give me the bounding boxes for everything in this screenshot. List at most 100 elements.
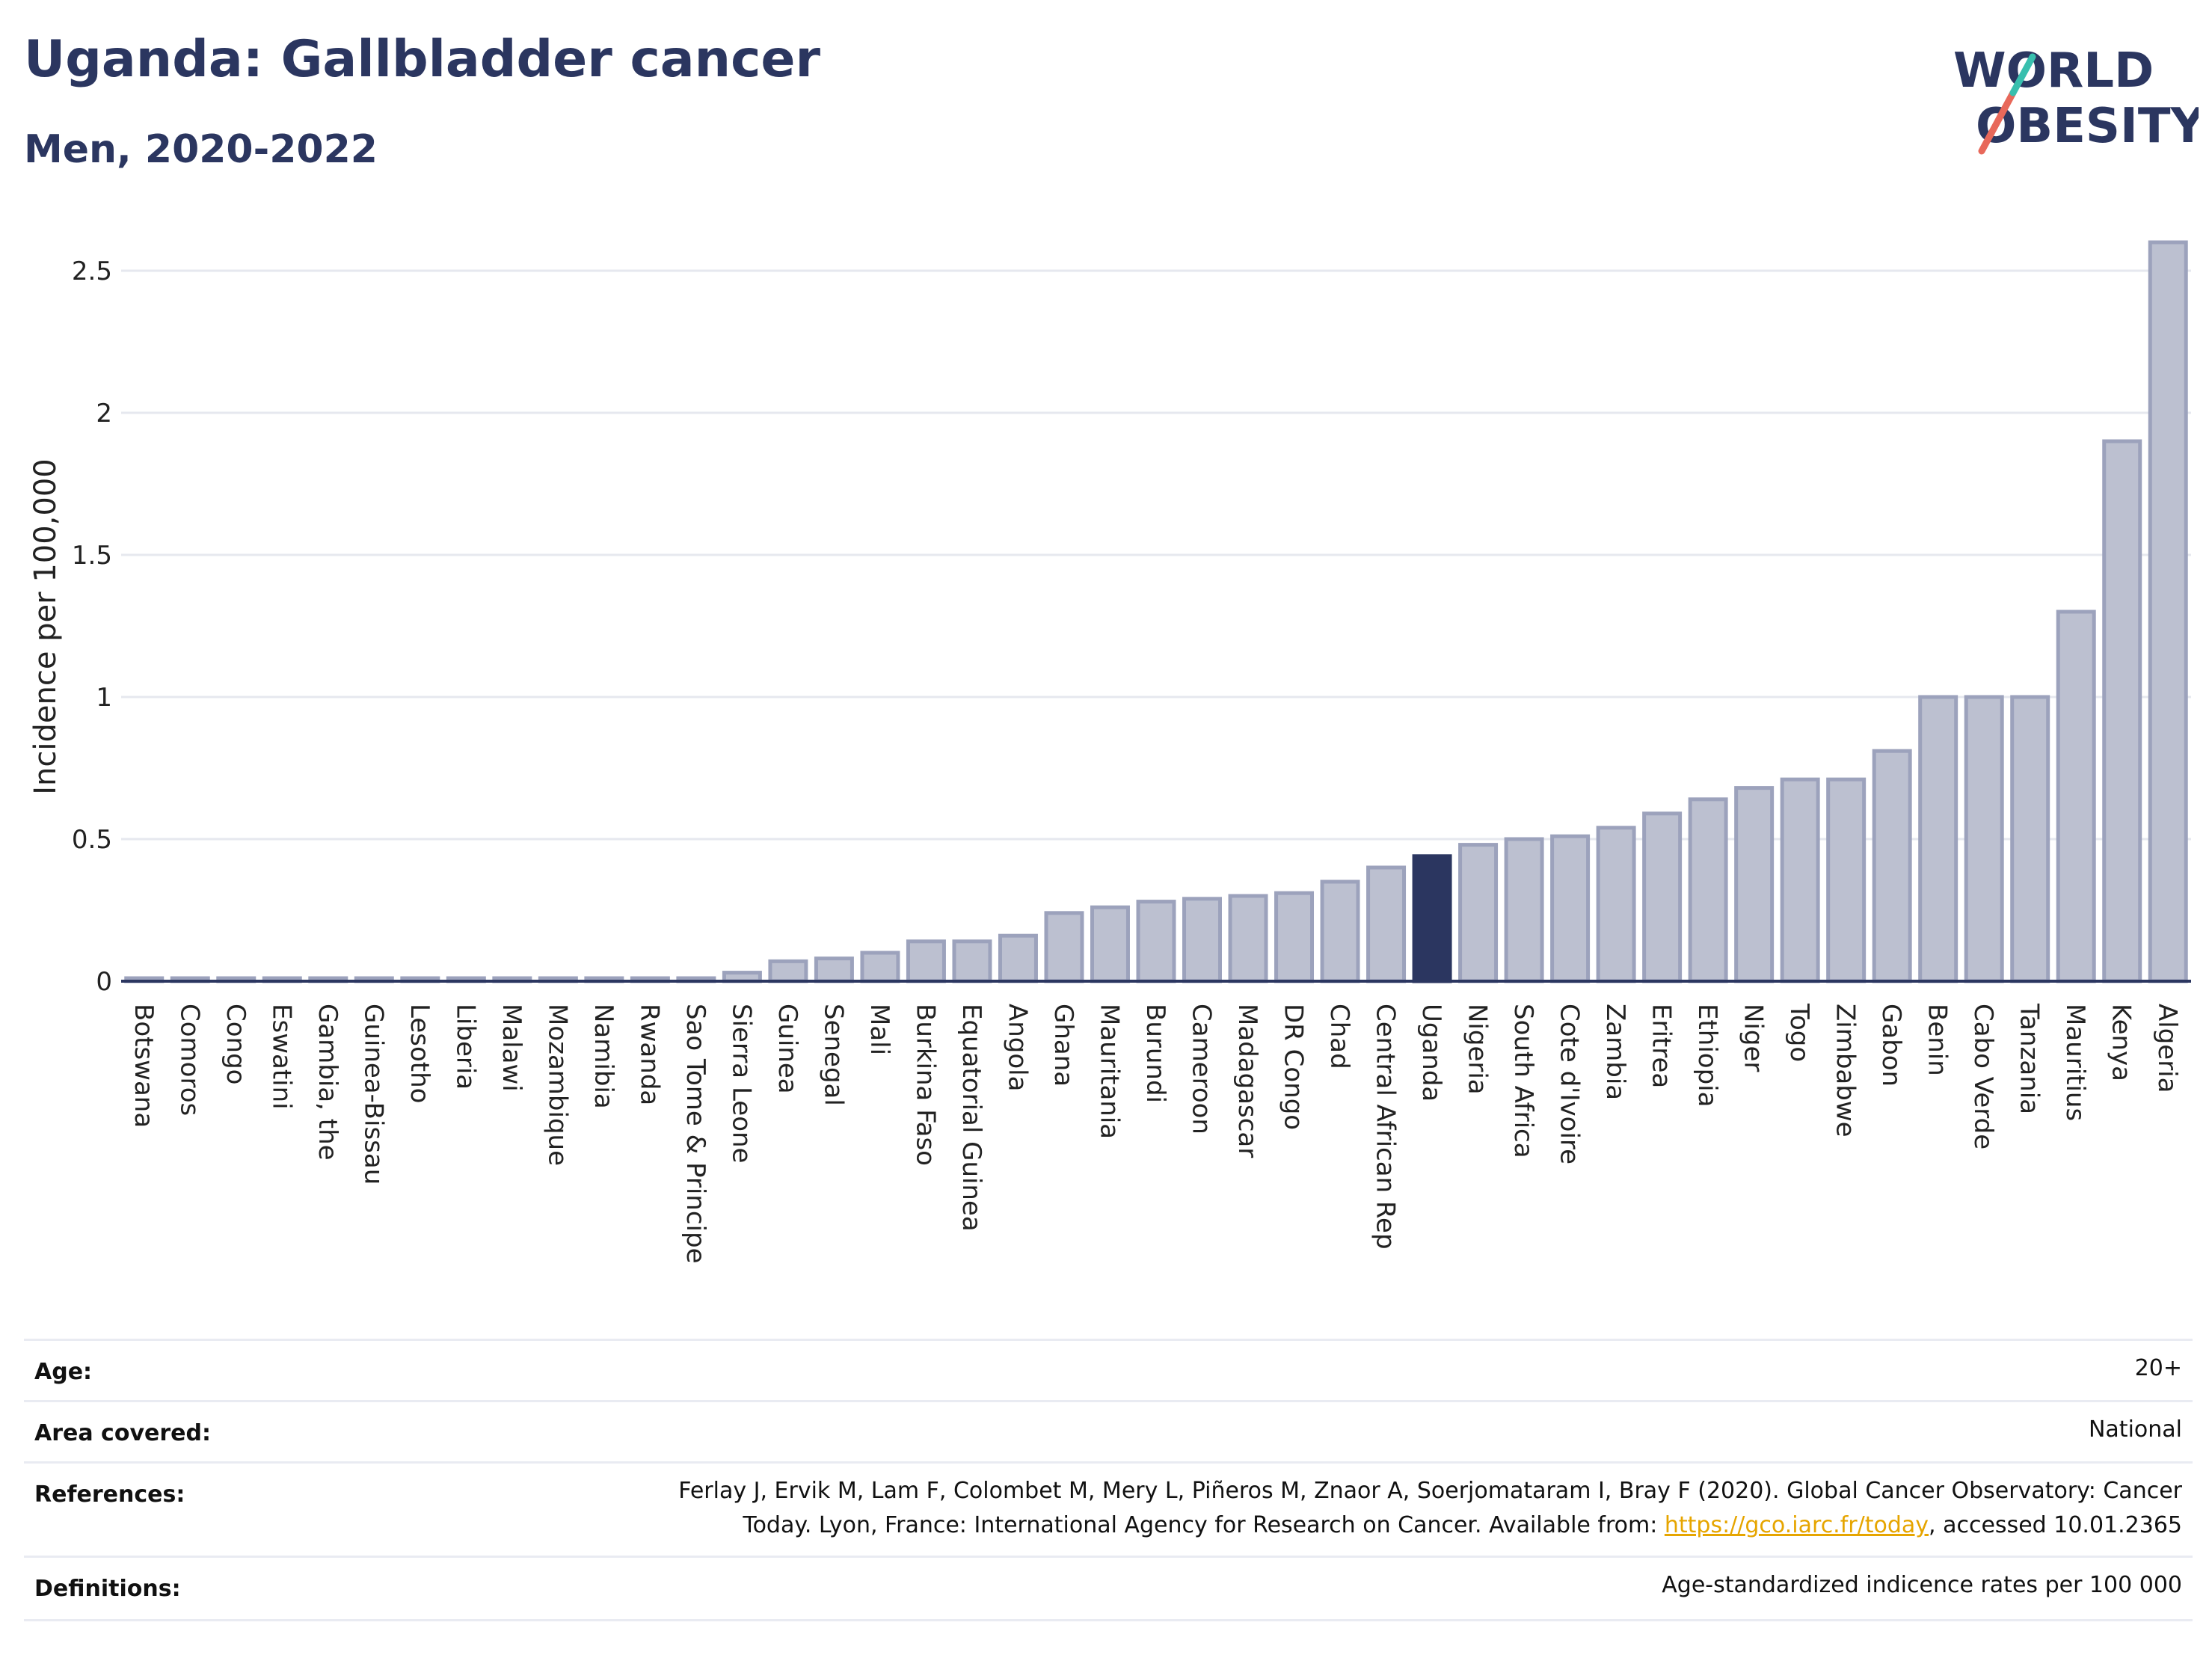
- bar-togo: [1780, 777, 1820, 983]
- x-tick-label: DR Congo: [1279, 1004, 1309, 1130]
- references-link[interactable]: https://gco.iarc.fr/today: [1664, 1512, 1929, 1538]
- x-tick-label: Angola: [1002, 1004, 1032, 1091]
- bar-cameroon: [1182, 897, 1223, 983]
- x-tick-label: Niger: [1739, 1004, 1769, 1072]
- x-tick-label: Cote d'Ivoire: [1555, 1004, 1585, 1164]
- x-tick-label: Mauritania: [1094, 1004, 1124, 1139]
- x-tick-label: Congo: [221, 1004, 251, 1084]
- x-tick-label: Tanzania: [2015, 1003, 2044, 1114]
- bar-mauritius: [2056, 610, 2096, 983]
- x-tick-label: Cabo Verde: [1968, 1004, 1998, 1149]
- bar-chart: 0 0.5 1 1.5 2 2.5 Botswana Comoros Congo Eswatin…: [28, 240, 2191, 1264]
- x-tick-label: Gambia, the: [313, 1004, 342, 1161]
- bar-chad: [1320, 879, 1360, 983]
- x-tick-label: Mozambique: [542, 1004, 572, 1166]
- x-tick-label: Uganda: [1416, 1004, 1446, 1102]
- bar-eritrea: [1642, 811, 1683, 983]
- references-label: References:: [34, 1481, 185, 1508]
- area-label: Area covered:: [34, 1420, 211, 1446]
- x-tick-label: Malawi: [497, 1004, 526, 1092]
- bar-senegal: [814, 957, 854, 983]
- y-axis-label: Incidence per 100,000: [28, 458, 63, 795]
- x-tick-label: Eswatini: [266, 1004, 296, 1110]
- x-tick-label: Ghana: [1048, 1004, 1078, 1087]
- bar-zimbabwe: [1826, 777, 1867, 983]
- meta-row-references: References: Ferlay J, Ervik M, Lam F, Co…: [24, 1461, 2193, 1556]
- world-obesity-logo: WORLD OBESITY: [1953, 43, 2199, 155]
- x-tick-label: Guinea-Bissau: [358, 1004, 388, 1185]
- x-tick-label: Kenya: [2107, 1004, 2136, 1081]
- y-tick-label: 1.5: [72, 541, 112, 571]
- x-tick-label: Mauritius: [2060, 1004, 2090, 1121]
- meta-row-area: Area covered: National: [24, 1400, 2193, 1462]
- definitions-label: Definitions:: [34, 1576, 181, 1602]
- x-tick-label: Sao Tome & Principe: [681, 1004, 710, 1264]
- x-tick-label: Senegal: [818, 1004, 848, 1106]
- bar-niger: [1734, 786, 1775, 983]
- bar-algeria: [2148, 240, 2188, 983]
- x-tick-label: Benin: [1923, 1004, 1953, 1076]
- logo-slash-red: [1978, 89, 2017, 155]
- x-tick-label: Togo: [1784, 1003, 1814, 1062]
- x-tick-label: Nigeria: [1463, 1004, 1493, 1095]
- x-tick-label: Mali: [864, 1004, 894, 1055]
- x-tick-label: Cameroon: [1187, 1004, 1217, 1134]
- y-tick-label: 2: [96, 399, 112, 429]
- bar-zambia: [1596, 826, 1636, 983]
- x-tick-label: Guinea: [772, 1004, 802, 1094]
- bar-equatorial-guinea: [952, 939, 992, 983]
- chart-x-ticks: Botswana Comoros Congo Eswatini Gambia, the G…: [129, 1003, 2182, 1264]
- bar-benin: [1918, 695, 1958, 983]
- bar-nigeria: [1458, 843, 1499, 983]
- bar-tanzania: [2010, 695, 2050, 983]
- y-tick-label: 0.5: [72, 825, 112, 855]
- bar-burundi: [1136, 900, 1176, 983]
- area-value: National: [2088, 1416, 2182, 1443]
- x-tick-label: Gabon: [1876, 1004, 1906, 1087]
- bar-gabon: [1872, 749, 1912, 983]
- y-tick-label: 2.5: [72, 257, 112, 286]
- x-tick-label: Algeria: [2152, 1004, 2182, 1093]
- bar-central-african-rep: [1366, 865, 1407, 983]
- chart-y-ticks: 0 0.5 1 1.5 2 2.5: [72, 257, 112, 997]
- bar-burkina-faso: [906, 939, 946, 983]
- bar-madagascar: [1228, 894, 1268, 983]
- x-tick-label: Madagascar: [1232, 1004, 1262, 1158]
- page-title: Uganda: Gallbladder cancer: [24, 30, 821, 89]
- bar-ethiopia: [1688, 797, 1728, 983]
- bar-kenya: [2102, 439, 2142, 983]
- x-tick-label: Lesotho: [405, 1004, 434, 1103]
- logo-slash-teal: [2009, 53, 2036, 96]
- bar-angola: [998, 933, 1038, 983]
- page-subtitle: Men, 2020-2022: [24, 127, 378, 172]
- x-tick-label: Namibia: [589, 1004, 618, 1109]
- references-line2-pre: Today. Lyon, France: International Agenc…: [743, 1512, 1665, 1538]
- bar-cabo-verde: [1964, 695, 2004, 983]
- age-value: 20+: [2134, 1355, 2182, 1381]
- x-tick-label: Ethiopia: [1692, 1004, 1722, 1107]
- chart-bars: [124, 240, 2188, 983]
- y-tick-label: 0: [96, 967, 112, 997]
- logo-line1: WORLD: [1953, 43, 2154, 99]
- x-tick-label: Zimbabwe: [1831, 1004, 1861, 1137]
- bar-guinea: [768, 959, 808, 983]
- meta-row-age: Age: 20+: [24, 1339, 2193, 1401]
- bar-south-africa: [1504, 837, 1544, 983]
- x-tick-label: Liberia: [450, 1004, 480, 1090]
- x-tick-label: Eritrea: [1647, 1004, 1677, 1088]
- meta-row-definitions: Definitions: Age-standardized indicence …: [24, 1556, 2193, 1621]
- x-tick-label: Central African Rep: [1371, 1004, 1401, 1250]
- bar-ghana: [1044, 911, 1084, 983]
- references-line1: Ferlay J, Ervik M, Lam F, Colombet M, Me…: [678, 1478, 2182, 1504]
- x-tick-label: Sierra Leone: [726, 1004, 756, 1163]
- y-tick-label: 1: [96, 683, 112, 713]
- x-tick-label: Chad: [1324, 1004, 1354, 1069]
- x-tick-label: South Africa: [1508, 1004, 1538, 1158]
- bar-mauritania: [1090, 905, 1130, 983]
- logo-line2: OBESITY: [1976, 99, 2199, 154]
- x-tick-label: Rwanda: [634, 1004, 664, 1105]
- x-tick-label: Comoros: [174, 1004, 204, 1116]
- age-label: Age:: [34, 1359, 93, 1385]
- x-tick-label: Burundi: [1140, 1004, 1170, 1103]
- x-tick-label: Burkina Faso: [910, 1004, 940, 1166]
